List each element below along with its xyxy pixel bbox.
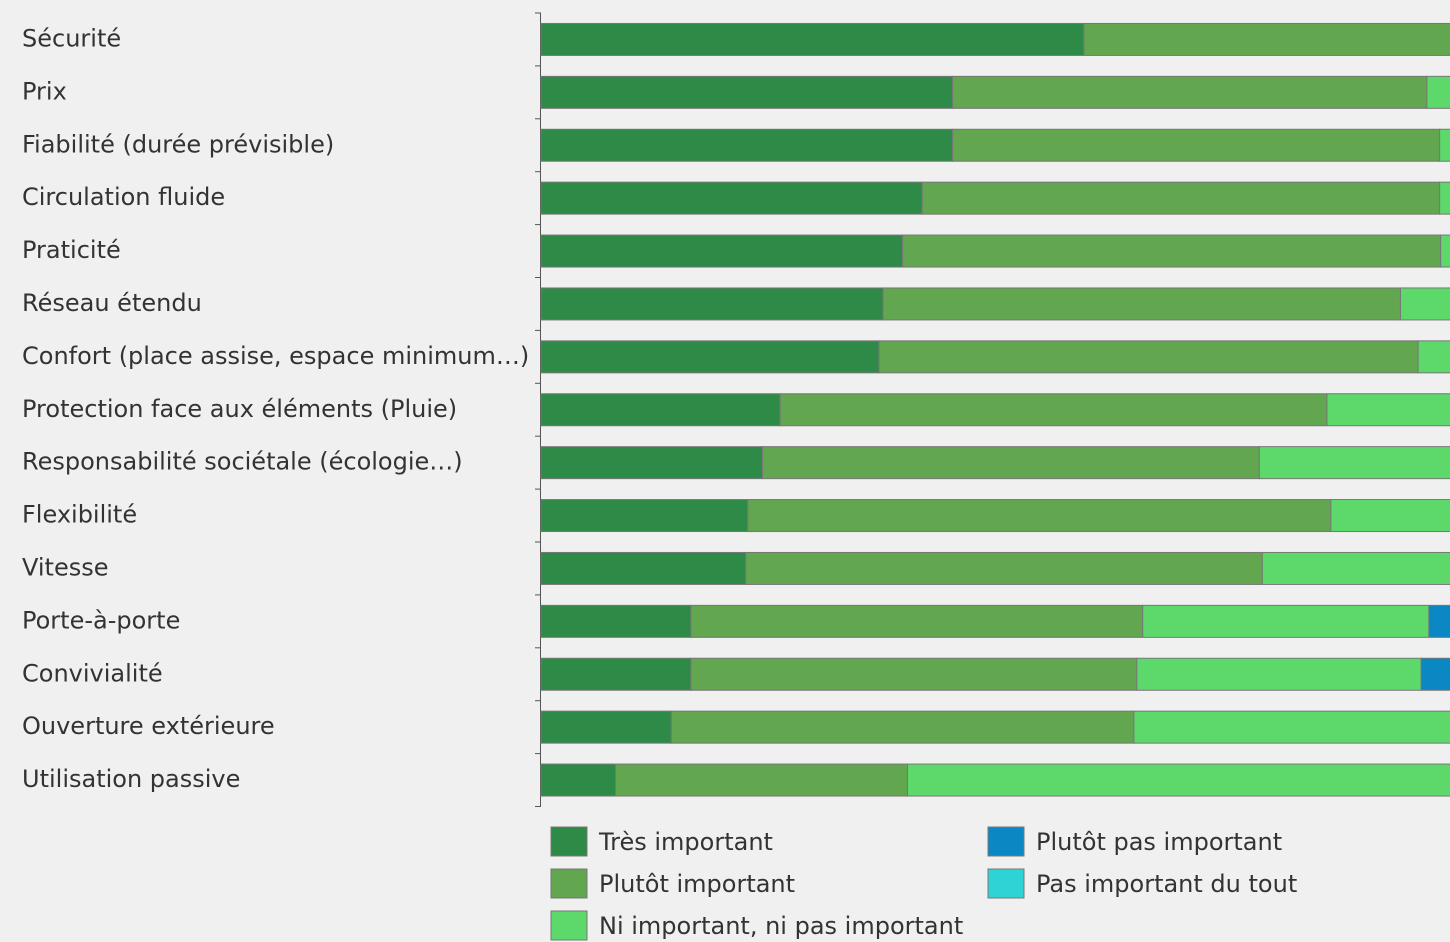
- legend-swatch: [550, 868, 588, 899]
- bar-segment: [1420, 657, 1450, 691]
- legend-swatch: [550, 910, 588, 941]
- bar-segment: [540, 128, 954, 162]
- bar-segment: [540, 657, 692, 691]
- bar-area: [540, 22, 1450, 797]
- bar-segment: [540, 499, 749, 533]
- bar-segment: [1326, 393, 1450, 427]
- bar-segment: [690, 657, 1138, 691]
- bar-segment: [540, 763, 616, 797]
- bar-segment: [761, 446, 1260, 480]
- bar-segment: [1439, 128, 1450, 162]
- category-label: Protection face aux éléments (Pluie): [22, 395, 457, 423]
- category-label: Praticité: [22, 236, 121, 264]
- bar-segment: [882, 287, 1401, 321]
- legend-label: Pas important du tout: [1036, 870, 1297, 898]
- category-label: Circulation fluide: [22, 183, 225, 211]
- bar-segment: [1399, 287, 1450, 321]
- bar-segment: [1261, 551, 1450, 585]
- bar-segment: [540, 393, 781, 427]
- bar-segment: [540, 604, 692, 638]
- legend-label: Plutôt important: [599, 870, 795, 898]
- legend-label: Ni important, ni pas important: [599, 912, 963, 940]
- legend-label: Très important: [598, 828, 773, 856]
- bar-segment: [540, 446, 763, 480]
- bar-segment: [747, 499, 1332, 533]
- legend: Très important Plutôt important Ni importa…: [550, 826, 1297, 941]
- bar-segment: [540, 75, 954, 109]
- bar-segment: [902, 234, 1442, 268]
- bar-segment: [1440, 234, 1450, 268]
- category-label: Porte-à-porte: [22, 606, 180, 634]
- bar-segment: [952, 128, 1441, 162]
- bar-segment: [1330, 499, 1450, 533]
- category-label: Responsabilité sociétale (écologie…): [22, 448, 463, 476]
- bar-segment: [540, 710, 672, 744]
- category-label: Sécurité: [22, 24, 121, 52]
- bar-segment: [1417, 340, 1450, 374]
- category-label: Ouverture extérieure: [22, 712, 275, 740]
- bar-segment: [540, 234, 904, 268]
- bar-segment: [1439, 181, 1450, 215]
- bar-segment: [1083, 22, 1450, 56]
- bar-segment: [1258, 446, 1450, 480]
- category-labels: Sécurité Prix Fiabilité (durée prévisible)…: [22, 24, 529, 793]
- bar-segment: [614, 763, 909, 797]
- category-label: Convivialité: [22, 659, 163, 687]
- bar-segment: [907, 763, 1450, 797]
- bar-segment: [670, 710, 1135, 744]
- bar-segment: [540, 287, 884, 321]
- bar-segment: [1136, 657, 1422, 691]
- category-label: Utilisation passive: [22, 765, 240, 793]
- legend-swatch: [550, 826, 588, 857]
- bar-segment: [1133, 710, 1450, 744]
- bar-segment: [878, 340, 1419, 374]
- legend-swatch: [987, 868, 1025, 899]
- category-label: Confort (place assise, espace minimum…): [22, 342, 529, 370]
- bar-segment: [745, 551, 1263, 585]
- bar-segment: [540, 551, 747, 585]
- category-label: Fiabilité (durée prévisible): [22, 130, 334, 158]
- bar-segment: [690, 604, 1144, 638]
- bar-segment: [1428, 604, 1450, 638]
- bar-segment: [1142, 604, 1430, 638]
- legend-label: Plutôt pas important: [1036, 828, 1282, 856]
- category-axis: [535, 12, 541, 807]
- bar-segment: [540, 22, 1085, 56]
- bar-segment: [779, 393, 1328, 427]
- legend-swatch: [987, 826, 1025, 857]
- bar-segment: [540, 181, 923, 215]
- bar-segment: [952, 75, 1428, 109]
- category-label: Prix: [22, 77, 67, 105]
- category-label: Flexibilité: [22, 501, 137, 529]
- category-label: Réseau étendu: [22, 289, 202, 317]
- category-label: Vitesse: [22, 553, 109, 581]
- bar-segment: [540, 340, 880, 374]
- bar-segment: [1426, 75, 1450, 109]
- bar-segment: [921, 181, 1441, 215]
